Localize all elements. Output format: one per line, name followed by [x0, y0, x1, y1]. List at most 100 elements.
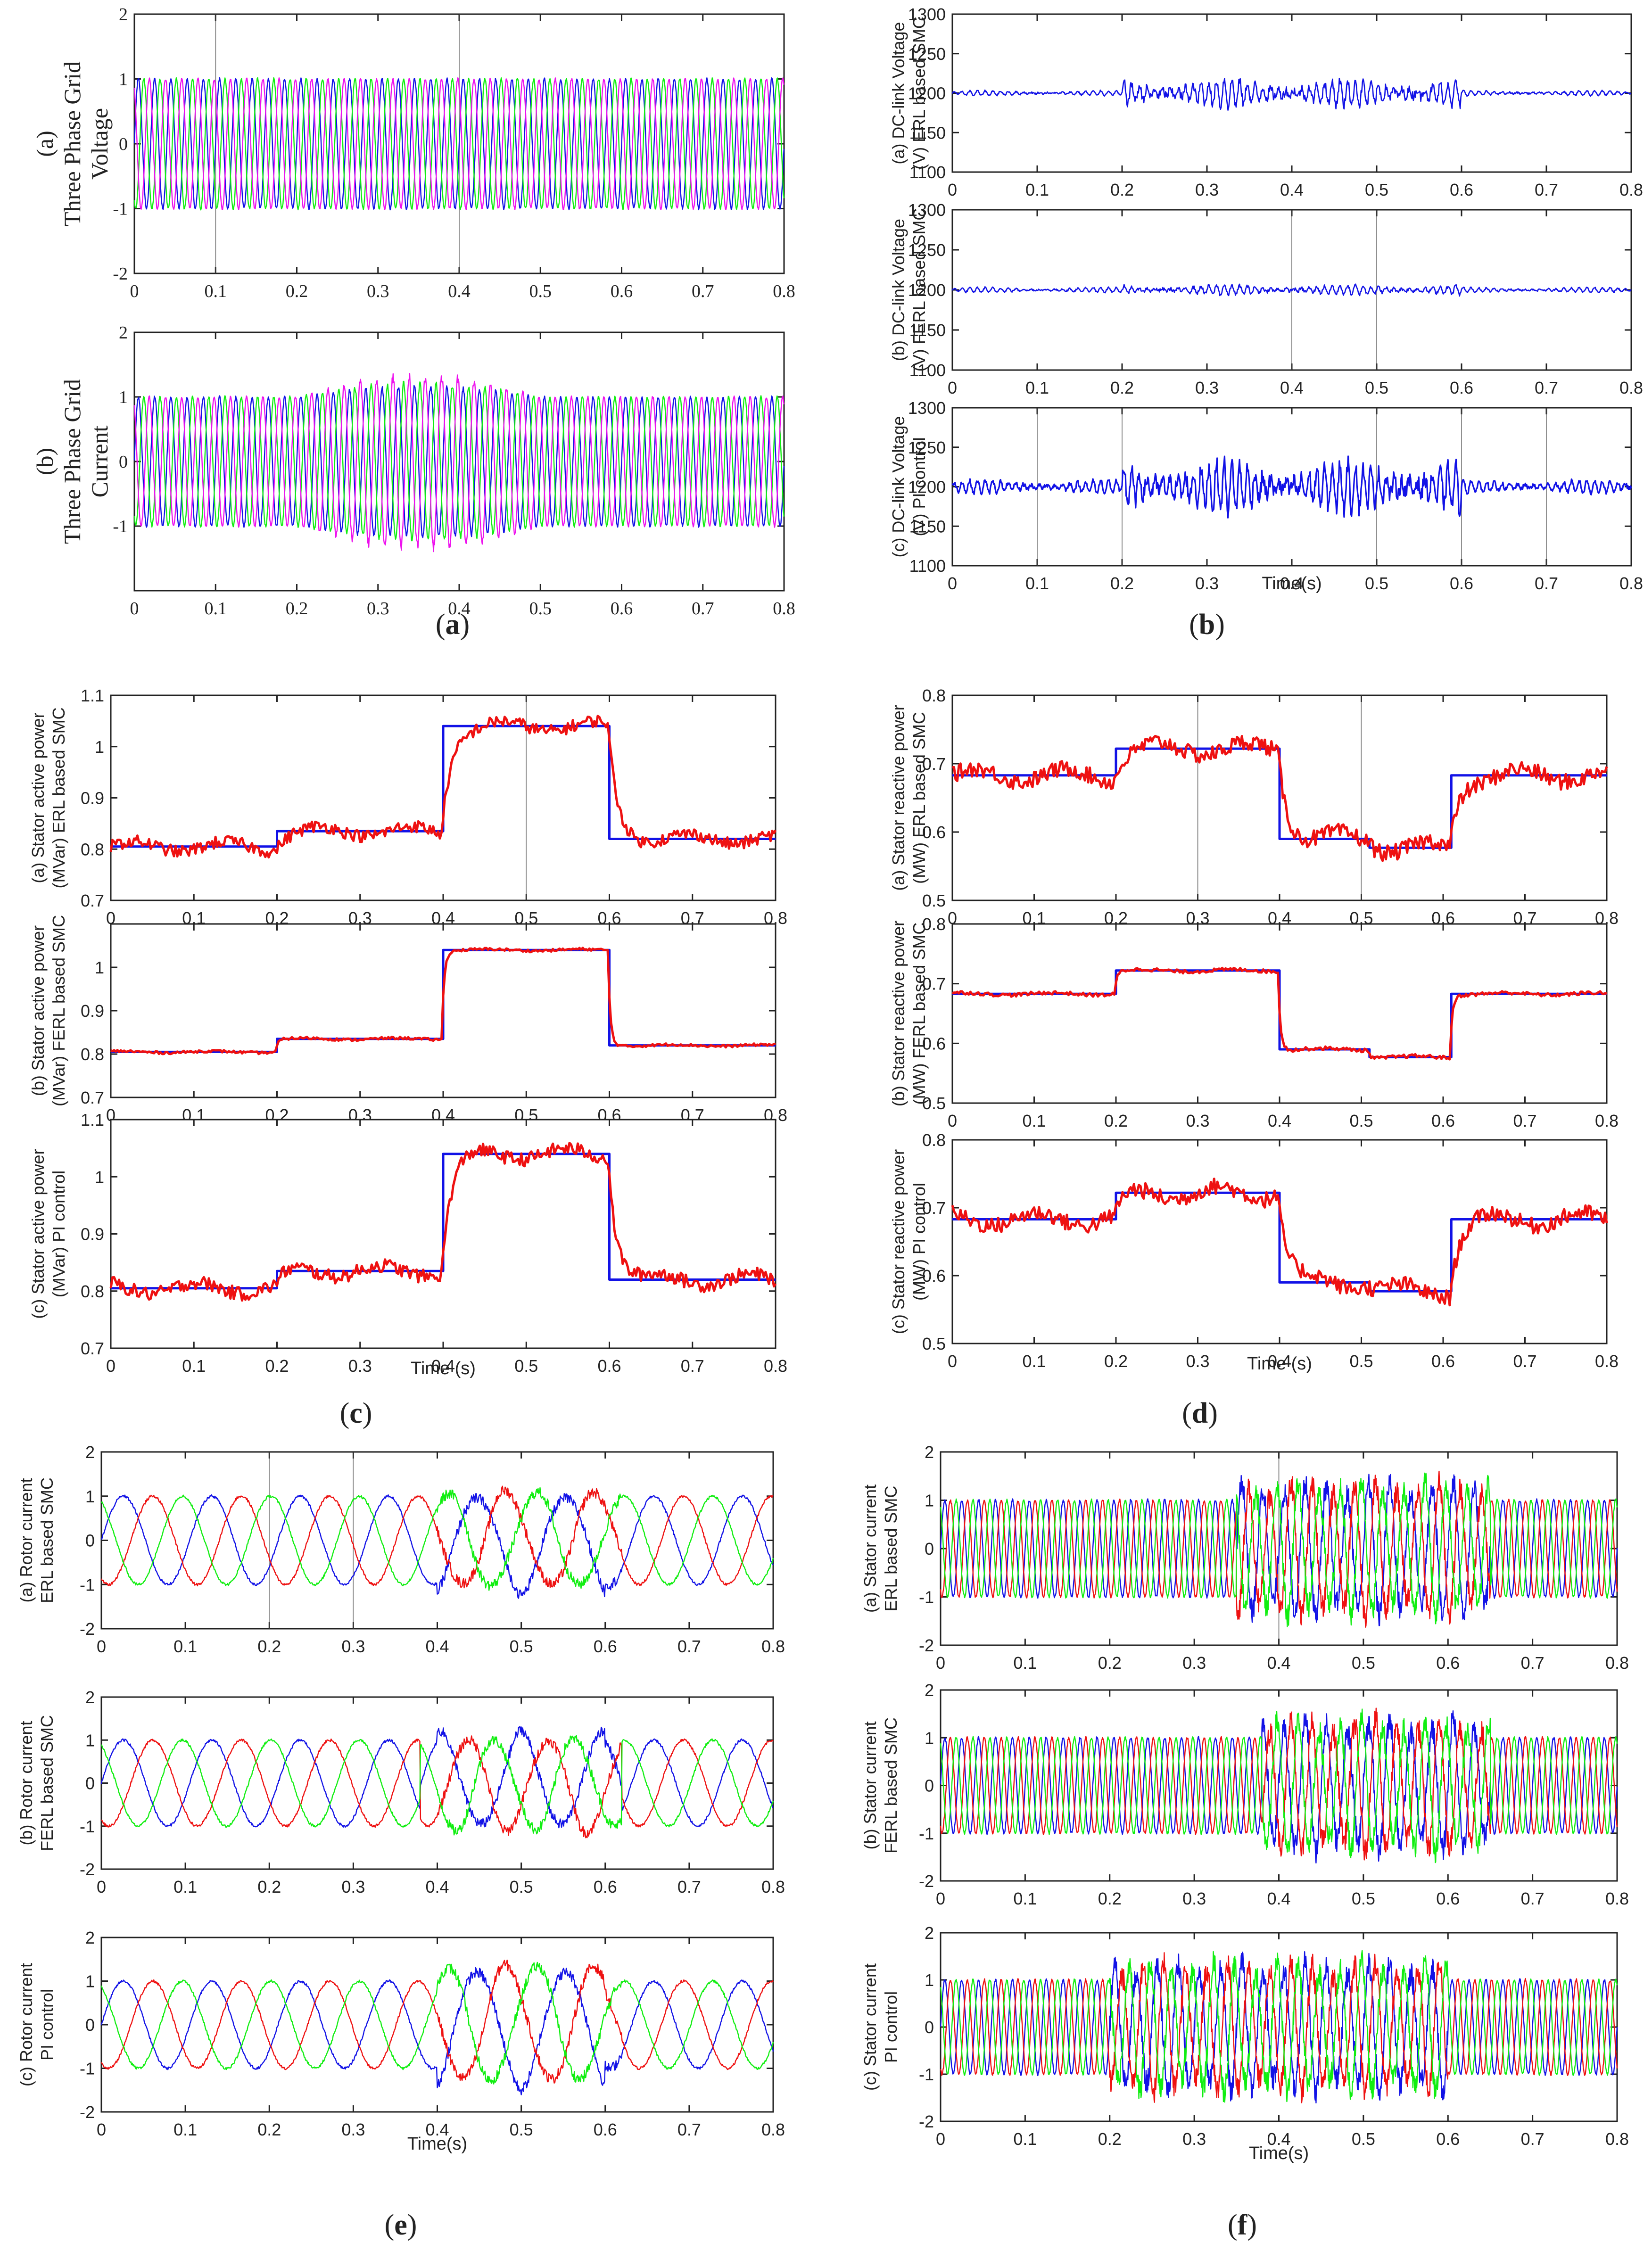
- subplot-a-2: -1 0 1 2 0 0.1 0.2 0.3 0.4 0.5 0.6 0.7 0.8 (b) Three P…: [32, 323, 795, 618]
- y-axis-label: (V) ERL based SMC: [909, 16, 929, 170]
- y-tick-label: 0.7: [81, 891, 104, 910]
- y-tick-label: 1: [925, 1491, 934, 1510]
- y-tick-label: 2: [85, 1688, 95, 1707]
- y-axis-label: (b) Stator active power: [28, 925, 48, 1096]
- x-tick-label: 0.3: [1182, 1889, 1206, 1908]
- x-tick-label: 0.4: [1280, 378, 1304, 397]
- y-tick-label: -2: [80, 1860, 95, 1879]
- y-tick-label: 1100: [909, 556, 946, 576]
- y-axis-label: (b) Rotor current: [17, 1721, 36, 1845]
- x-tick-label: 0.4: [1268, 1352, 1291, 1371]
- subplot-e-1: -2 -1 0 1 2 0 0.1 0.2 0.3 0.4 0.5 0.6 0.7 0.8 (a) Roto…: [17, 1443, 785, 1656]
- y-tick-label: 0.8: [922, 915, 946, 934]
- y-tick-label: -2: [919, 1871, 934, 1891]
- x-axis-label: Time(s): [1262, 574, 1322, 594]
- x-tick-label: 0.3: [1182, 2129, 1206, 2149]
- y-tick-label: 1.1: [81, 686, 104, 705]
- y-tick-label: 1250: [908, 438, 946, 457]
- y-tick-label: 1: [95, 1167, 104, 1187]
- subplot-d-1: 0.50.60.70.80 0.1 0.2 0.3 0.4 0.5 0.6 0.7 0.8(a)…: [889, 686, 1619, 928]
- x-tick-label: 0: [948, 1111, 957, 1130]
- y-tick-label: 1: [85, 1731, 95, 1750]
- series-phase-a-line: [100, 1967, 774, 2095]
- x-tick-label: 0: [948, 908, 957, 928]
- y-axis-label: (c) Stator reactive power: [889, 1149, 908, 1334]
- x-tick-label: 0.5: [529, 599, 552, 618]
- x-tick-label: 0.3: [1195, 378, 1219, 397]
- y-tick-label: -2: [919, 2112, 934, 2131]
- x-tick-label: 0.1: [1013, 1653, 1037, 1673]
- y-tick-label: 0.5: [922, 1334, 946, 1353]
- y-tick-label: 1300: [908, 398, 946, 418]
- y-tick-label: 1300: [908, 200, 946, 220]
- x-tick-label: 0.6: [611, 599, 633, 618]
- x-tick-label: 0.5: [514, 1356, 538, 1376]
- x-tick-label: 0.2: [1110, 180, 1134, 199]
- y-axis-label: PI control: [37, 1989, 57, 2061]
- x-tick-label: 0.5: [1352, 1889, 1375, 1908]
- x-tick-label: 0.8: [1605, 1653, 1629, 1673]
- subplot-d-2: 0.5 0.6 0.7 0.8 0 0.1 0.2 0.3 0.4 0.5 0.6 0.7 0.8 (b)…: [889, 915, 1619, 1130]
- x-tick-label: 0.4: [448, 599, 471, 618]
- x-tick-label: 0.1: [1025, 378, 1049, 397]
- x-tick-label: 0.1: [173, 1877, 197, 1896]
- x-tick-label: 0.7: [677, 1637, 701, 1656]
- series-phase-b-line: [940, 1470, 1618, 1628]
- x-tick-label: 0: [97, 1877, 106, 1896]
- x-tick-label: 0.2: [286, 599, 308, 618]
- y-tick-label: 1100: [909, 361, 946, 380]
- y-tick-label: 1300: [908, 5, 946, 24]
- x-tick-label: 0.6: [594, 2120, 617, 2139]
- y-tick-label: 0.8: [922, 1130, 946, 1150]
- reference-line: [952, 747, 1607, 849]
- x-axis-label: Time(s): [1249, 2143, 1309, 2163]
- y-axis-label: (b) DC-link Voltage: [889, 219, 908, 361]
- series-phase-a-line: [100, 1726, 774, 1829]
- y-axis-label: ERL based SMC: [881, 1486, 900, 1612]
- x-tick-label: 0.5: [510, 2120, 533, 2139]
- panel-d: 0.50.60.70.80 0.1 0.2 0.3 0.4 0.5 0.6 0.7 0.8(a)…: [889, 686, 1619, 1429]
- x-tick-label: 0.7: [681, 1356, 704, 1376]
- subplot-b-2: 1100 1150 1200 1250 1300 0 0.1 0.2 0.3 0.4 0.5 0.6 0…: [889, 200, 1643, 397]
- x-tick-label: 0.5: [1365, 574, 1388, 593]
- y-tick-label: 0: [85, 1531, 95, 1550]
- x-tick-label: 0.5: [510, 1877, 533, 1896]
- y-tick-label: 0: [119, 134, 128, 154]
- series-phase-c-line: [133, 77, 785, 210]
- x-tick-label: 0: [936, 2129, 945, 2149]
- x-tick-label: 0.2: [1110, 378, 1134, 397]
- x-tick-label: 0.4: [1267, 2129, 1290, 2149]
- x-tick-label: 0.6: [594, 1877, 617, 1896]
- x-tick-label: 0.3: [1186, 1111, 1209, 1130]
- x-tick-label: 0.5: [1365, 180, 1388, 199]
- y-axis-label: Three Phase Grid: [59, 61, 85, 226]
- x-tick-label: 0.4: [1280, 180, 1304, 199]
- series-phase-a-line: [133, 385, 785, 538]
- response-line: [109, 1142, 777, 1302]
- y-tick-label: 0.8: [922, 686, 946, 705]
- x-tick-label: 0: [130, 599, 139, 618]
- x-axis-label: Time (s): [1247, 1354, 1312, 1374]
- y-tick-label: 0: [925, 1539, 934, 1558]
- x-tick-label: 0.7: [677, 2120, 701, 2139]
- y-axis-label: (a) Stator active power: [28, 712, 48, 883]
- x-tick-label: 0: [948, 378, 957, 397]
- x-tick-label: 0.5: [529, 281, 552, 301]
- y-tick-label: -2: [113, 264, 128, 284]
- x-tick-label: 0.4: [425, 1877, 449, 1896]
- x-tick-label: 0.3: [1195, 180, 1219, 199]
- y-tick-label: 0.8: [81, 840, 104, 859]
- y-tick-label: 1: [119, 70, 128, 90]
- subplot-b-3: 1100 1150 1200 1250 1300 0 0.1 0.2 0.3 0.4 0.5 0.6 0…: [889, 398, 1643, 593]
- y-tick-label: 0.8: [81, 1045, 104, 1064]
- x-tick-label: 0.7: [1521, 1889, 1545, 1908]
- x-tick-label: 0.7: [677, 1877, 701, 1896]
- x-tick-label: 0: [948, 574, 957, 593]
- y-tick-label: 0.5: [922, 1094, 946, 1113]
- x-tick-label: 0.7: [692, 599, 714, 618]
- panel-e: -2 -1 0 1 2 0 0.1 0.2 0.3 0.4 0.5 0.6 0.7 0.8 (a) Roto…: [17, 1443, 785, 2241]
- y-tick-label: 1: [925, 1970, 934, 1990]
- x-tick-label: 0.2: [1104, 1352, 1128, 1371]
- y-tick-label: 1200: [908, 280, 946, 300]
